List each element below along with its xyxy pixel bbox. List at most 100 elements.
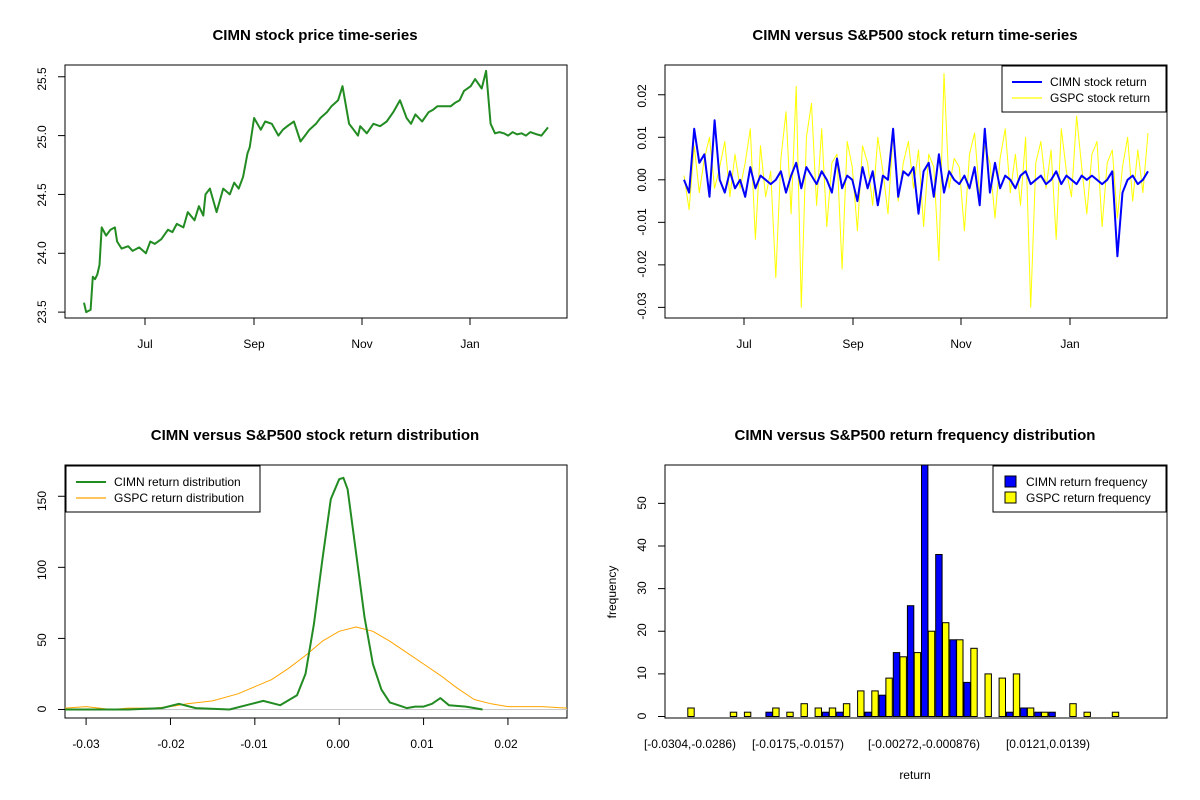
gspc-frequency-bar (1083, 711, 1091, 718)
gspc-frequency-bar (913, 652, 922, 717)
panel3-xtick-label: -0.01 (240, 737, 268, 751)
gspc-density-line (64, 626, 568, 710)
panel3-xtick-label: -0.02 (157, 737, 185, 751)
panel3-legend: CIMN return distribution GSPC return dis… (65, 465, 261, 513)
panel4-ytick-label: 20 (635, 623, 649, 637)
gspc-frequency-bar (956, 639, 964, 717)
cimn-frequency-bar (963, 681, 971, 718)
cimn-frequency-bar (822, 711, 830, 718)
panel4-ytick-label: 0 (635, 712, 649, 719)
cimn-frequency-bar (1020, 707, 1028, 717)
panel1-xtick-label: Jan (460, 337, 479, 351)
panel2-xtick-label: Sep (842, 337, 864, 351)
panel2-xtick-label: Jan (1060, 337, 1079, 351)
cimn-frequency-bar (921, 464, 929, 717)
panel2-legend-label: GSPC stock return (1050, 91, 1150, 105)
gspc-frequency-bar (998, 677, 1006, 717)
panel2-series-layer (683, 73, 1149, 308)
panel3-xtick-label: 0.01 (410, 737, 434, 751)
gspc-frequency-bar (942, 622, 950, 718)
panel4-legend-swatch-cimn (1004, 475, 1017, 488)
gspc-frequency-bar (871, 690, 879, 718)
panel1-plot-frame (64, 64, 568, 319)
panel3-ytick-label: 150 (35, 491, 49, 511)
panel1-xtick-label: Nov (351, 337, 372, 351)
panel1-title: CIMN stock price time-series (212, 27, 417, 44)
panel1-ytick-label: 25.5 (35, 67, 49, 91)
panel4-legend-swatch-gspc (1004, 491, 1017, 504)
cimn-return-line (683, 119, 1149, 258)
gspc-frequency-bar (1111, 711, 1120, 718)
panel1-ytick-label: 25.0 (35, 125, 49, 149)
panel3-xtick-label: 0.00 (326, 737, 350, 751)
panel4-ytick-label: 40 (635, 538, 649, 552)
panel2-legend-label: CIMN stock return (1050, 75, 1147, 89)
panel-price-timeseries: CIMN stock price time-series Jul Sep Nov… (35, 27, 568, 351)
cimn-frequency-bar (836, 711, 844, 718)
cimn-frequency-bar (1048, 711, 1056, 718)
cimn-frequency-bar (892, 652, 901, 717)
gspc-frequency-bar (899, 656, 907, 717)
panel1-ytick-label: 23.5 (35, 300, 49, 324)
cimn-frequency-bar (935, 554, 943, 717)
gspc-frequency-bar (1041, 711, 1049, 718)
panel2-ytick-label: 0.00 (635, 168, 649, 192)
gspc-frequency-bar (1069, 703, 1077, 718)
gspc-frequency-bar (927, 630, 936, 718)
panel2-ytick-label: 0.02 (635, 84, 649, 108)
panel2-legend-box (1001, 65, 1167, 113)
gspc-frequency-bar (984, 673, 992, 718)
panel4-ytick-label: 30 (635, 581, 649, 595)
panel4-axes: 0 10 20 30 40 50 [-0.0304,-0.0286) [-0.0… (605, 496, 1090, 782)
cimn-frequency-bar (1006, 711, 1014, 718)
panel4-xtick-label: [0.0121,0.0139) (1006, 737, 1090, 751)
panel1-axes: Jul Sep Nov Jan 23.5 24.0 24.5 25.0 25.5 (35, 67, 480, 351)
panel-return-distribution: CIMN versus S&P500 stock return distribu… (35, 427, 568, 751)
gspc-frequency-bar (1012, 673, 1021, 718)
panel3-legend-label: GSPC return distribution (114, 491, 244, 505)
panel4-title: CIMN versus S&P500 return frequency dist… (735, 427, 1096, 444)
gspc-frequency-bar (842, 703, 851, 718)
panel4-legend-label: CIMN return frequency (1026, 475, 1147, 489)
panel3-legend-box (65, 465, 261, 513)
panel4-ytick-label: 50 (635, 496, 649, 510)
panel2-ytick-label: -0.01 (635, 208, 649, 236)
panel2-legend: CIMN stock return GSPC stock return (1001, 65, 1167, 113)
gspc-frequency-bar (786, 711, 794, 718)
panel4-bars-layer (687, 464, 1120, 718)
cimn-density-line (65, 476, 483, 711)
panel3-series-layer (64, 476, 568, 711)
gspc-frequency-bar (729, 711, 738, 718)
gspc-frequency-bar (743, 711, 752, 718)
panel-return-timeseries: CIMN versus S&P500 stock return time-ser… (635, 27, 1168, 351)
gspc-frequency-bar (885, 677, 893, 717)
panel4-yaxis-title: frequency (605, 566, 619, 619)
gspc-frequency-bar (1026, 707, 1035, 717)
gspc-return-line (683, 73, 1149, 308)
panel3-ytick-label: 50 (35, 633, 49, 647)
cimn-frequency-bar (878, 694, 886, 718)
price-line (83, 69, 549, 314)
panel4-xtick-label: [-0.0175,-0.0157) (752, 737, 844, 751)
gspc-frequency-bar (800, 703, 808, 718)
cimn-frequency-bar (864, 711, 872, 718)
panel3-xtick-label: 0.02 (494, 737, 518, 751)
panel3-title: CIMN versus S&P500 stock return distribu… (151, 427, 479, 444)
panel4-legend: CIMN return frequency GSPC return freque… (992, 465, 1167, 513)
gspc-frequency-bar (687, 707, 695, 717)
cimn-frequency-bar (949, 639, 957, 717)
panel2-ytick-label: -0.02 (635, 250, 649, 278)
gspc-frequency-bar (857, 690, 865, 718)
panel2-title: CIMN versus S&P500 stock return time-ser… (752, 27, 1077, 44)
panel3-ytick-label: 0 (35, 705, 49, 712)
cimn-frequency-bar (906, 605, 915, 718)
panel1-ytick-label: 24.0 (35, 241, 49, 265)
panel1-xtick-label: Jul (137, 337, 152, 351)
panel2-ytick-label: 0.01 (635, 126, 649, 150)
panel3-ytick-label: 100 (35, 560, 49, 580)
panel4-xtick-label: [-0.0304,-0.0286) (644, 737, 736, 751)
panel4-legend-box (992, 465, 1167, 513)
panel4-xtick-label: [-0.00272,-0.000876) (868, 737, 980, 751)
gspc-frequency-bar (772, 707, 780, 717)
